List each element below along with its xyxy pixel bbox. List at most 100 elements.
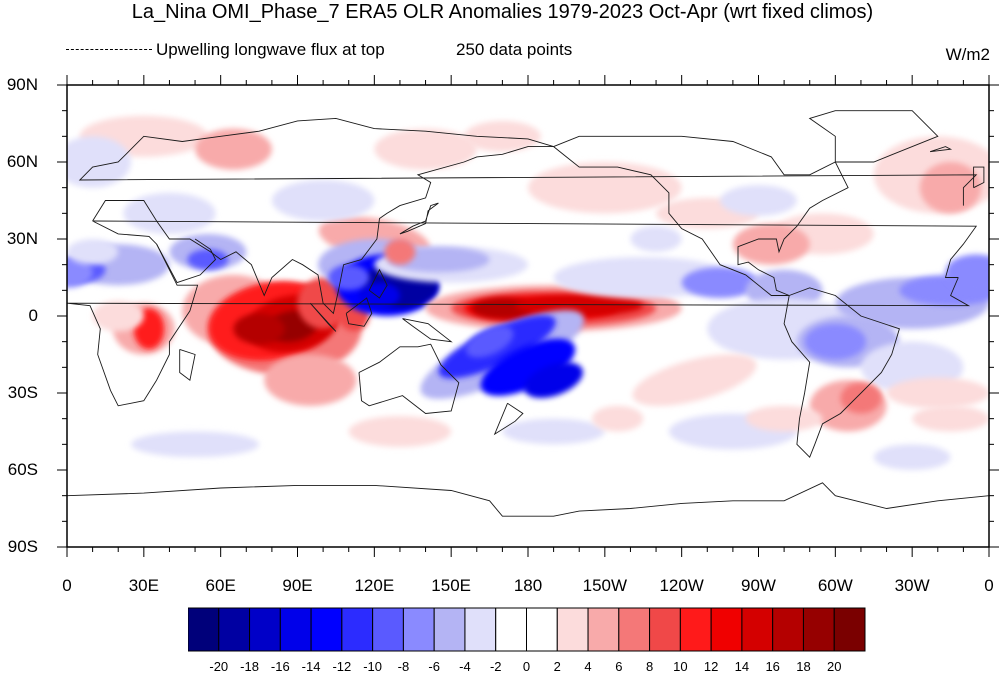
colorbar-label: 20	[826, 659, 842, 674]
lon-label: 180	[513, 576, 543, 595]
anomaly-contour	[67, 136, 132, 188]
lat-label: 0	[28, 306, 38, 325]
lon-label: 30E	[128, 576, 159, 595]
coastline	[67, 220, 978, 407]
colorbar-box	[587, 607, 620, 652]
anomaly-contour	[840, 382, 882, 414]
anomaly-contour	[945, 254, 989, 291]
anomaly-contour	[804, 323, 867, 360]
subtitle-variable-text: Upwelling longwave flux at top	[156, 40, 385, 59]
coastline	[808, 110, 939, 163]
lat-label: 90N	[6, 75, 38, 94]
colorbar-box	[802, 607, 835, 652]
anomaly-contour	[873, 444, 951, 470]
colorbar-box	[218, 607, 251, 652]
anomaly-contour	[67, 239, 119, 265]
anomaly-contour	[886, 377, 989, 409]
lon-label: 120W	[659, 576, 704, 595]
colorbar-box	[402, 607, 435, 652]
coastline	[92, 146, 554, 315]
anomaly-contour	[358, 282, 400, 309]
colorbar-label: -14	[301, 659, 321, 674]
anomaly-contour	[592, 405, 644, 432]
anomaly-contour	[515, 295, 644, 316]
colorbar-label: 4	[584, 659, 592, 674]
colorbar-label: -16	[270, 659, 290, 674]
anomaly-contour	[264, 354, 357, 406]
lon-label: 60E	[205, 576, 236, 595]
lon-label: 60W	[817, 576, 853, 595]
coastline	[358, 343, 460, 414]
colorbar-label: 8	[645, 659, 654, 674]
colorbar-label: -6	[428, 659, 440, 674]
colorbar-label: 10	[673, 659, 688, 674]
subtitle-sample-size: 250 data points	[456, 40, 573, 59]
chart-title: La_Nina OMI_Phase_7 ERA5 OLR Anomalies 1…	[131, 1, 874, 23]
lon-label: 150E	[431, 576, 472, 595]
subtitle-variable: Upwelling longwave flux at top	[66, 40, 385, 60]
anomaly-contour	[123, 192, 216, 234]
colorbar	[188, 607, 866, 652]
coastline	[402, 318, 453, 343]
anomaly-contour	[384, 239, 416, 265]
anomaly-contour	[919, 162, 982, 214]
anomaly-contour	[131, 431, 260, 458]
coastline	[368, 268, 388, 299]
anomaly-contour	[271, 179, 375, 222]
anomaly-contour	[348, 416, 452, 447]
axis-ticks	[57, 75, 999, 557]
lon-label: 120E	[354, 576, 395, 595]
anomaly-contour	[732, 223, 810, 265]
lat-label: 60N	[6, 152, 38, 171]
colorbar-label: -18	[240, 659, 259, 674]
colorbar-box	[833, 607, 866, 652]
coastline	[156, 238, 217, 284]
units-label: W/m2	[945, 45, 990, 64]
lat-label: 30S	[7, 383, 38, 402]
anomaly-contour	[630, 226, 682, 252]
colorbar-label: -10	[363, 659, 383, 674]
colorbar-box	[772, 607, 804, 652]
colorbar-label: 12	[703, 659, 719, 674]
anomaly-contour	[632, 354, 757, 407]
anomaly-contour	[480, 338, 576, 396]
colorbar-label: 0	[522, 659, 531, 674]
colorbar-label: 18	[796, 659, 811, 674]
colorbar-box	[556, 607, 589, 652]
colorbar-box	[495, 607, 528, 652]
colorbar-label: 16	[765, 659, 780, 674]
lon-label: 90E	[282, 576, 313, 595]
anomaly-contour	[374, 128, 477, 170]
colorbar-box	[741, 607, 774, 652]
lon-label: 0	[984, 576, 994, 595]
colorbar-label: -2	[489, 659, 502, 674]
colorbar-box	[618, 607, 651, 652]
coastline	[179, 348, 196, 381]
colorbar-box	[341, 607, 374, 652]
coastline	[78, 117, 978, 206]
coastline	[783, 287, 900, 459]
colorbar-box	[710, 607, 743, 652]
lon-label: 150W	[582, 576, 628, 595]
lat-label: 60S	[7, 460, 38, 479]
colorbar-box	[279, 607, 312, 652]
coastline	[929, 146, 953, 153]
anomaly-contour	[195, 128, 272, 170]
colorbar-box	[372, 607, 404, 652]
coastline	[493, 402, 524, 436]
colorbar-label: -8	[397, 659, 410, 674]
colorbar-box	[188, 607, 220, 652]
coastline	[345, 297, 373, 327]
anomaly-contour	[328, 264, 370, 291]
anomaly-contour	[67, 256, 93, 288]
anomaly-contour	[465, 325, 514, 358]
coastline	[973, 166, 985, 189]
lon-label: 90W	[741, 576, 776, 595]
colorbar-box	[679, 607, 712, 652]
colorbar-label: 2	[553, 659, 561, 674]
coastlines	[67, 110, 989, 517]
colorbar-box	[310, 607, 343, 652]
colorbar-box	[649, 607, 681, 652]
anomaly-contour	[745, 405, 823, 432]
